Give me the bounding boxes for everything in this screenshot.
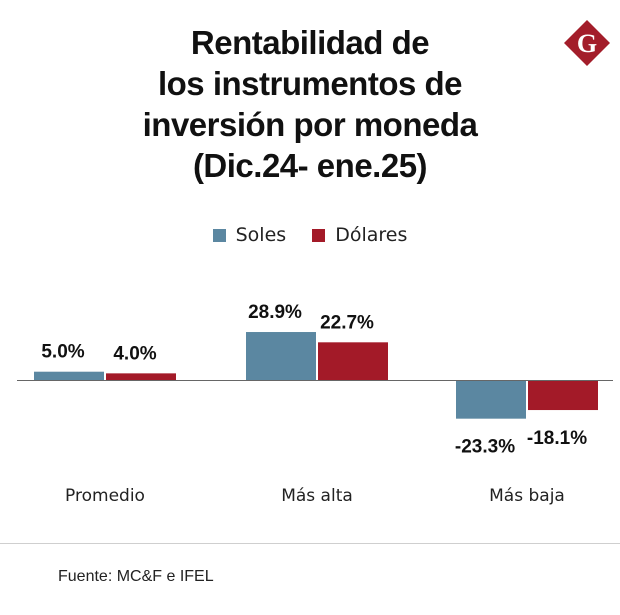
chart-title: Rentabilidad de los instrumentos de inve…: [0, 22, 620, 186]
legend-item-soles: Soles: [212, 224, 287, 246]
logo-diamond: [564, 20, 610, 66]
title-line-1: Rentabilidad de: [190, 24, 430, 61]
bar-chart: 5.0% 4.0% Promedio 28.9% 22.7% Más alta -23.3%…: [17, 302, 613, 506]
bar-dlares-2: [528, 380, 598, 411]
source-note: Fuente: MC&F e IFEL: [58, 568, 214, 585]
data-label-soles-2: -23.3%: [455, 437, 515, 458]
title-line-2: los instrumentos de: [157, 65, 463, 102]
bar-soles-0: [34, 371, 104, 380]
title-line-3: inversión por moneda: [142, 106, 478, 143]
bar-dlares-0: [106, 373, 176, 380]
category-label-2: Más baja: [489, 486, 565, 506]
title-line-4: (Dic.24- ene.25): [192, 147, 428, 184]
data-label-dlares-2: -18.1%: [527, 428, 587, 449]
footer-divider: [0, 543, 620, 544]
category-label-0: Promedio: [65, 486, 145, 506]
legend: Soles Dólares: [0, 224, 620, 246]
legend-swatch-soles: [212, 228, 226, 242]
legend-item-dolares: Dólares: [312, 224, 407, 246]
category-label-1: Más alta: [281, 486, 353, 506]
gestion-logo-icon: G: [564, 20, 610, 66]
legend-label-dolares: Dólares: [335, 224, 408, 246]
bar-soles-1: [246, 332, 316, 380]
legend-label-soles: Soles: [235, 224, 287, 246]
data-label-dlares-1: 22.7%: [320, 312, 374, 333]
data-label-dlares-0: 4.0%: [113, 343, 156, 364]
bar-dlares-1: [318, 342, 388, 380]
data-label-soles-1: 28.9%: [248, 302, 302, 323]
data-label-soles-0: 5.0%: [41, 342, 84, 363]
logo-letter: G: [577, 29, 597, 58]
bar-soles-2: [456, 380, 526, 419]
legend-swatch-dolares: [312, 228, 326, 242]
